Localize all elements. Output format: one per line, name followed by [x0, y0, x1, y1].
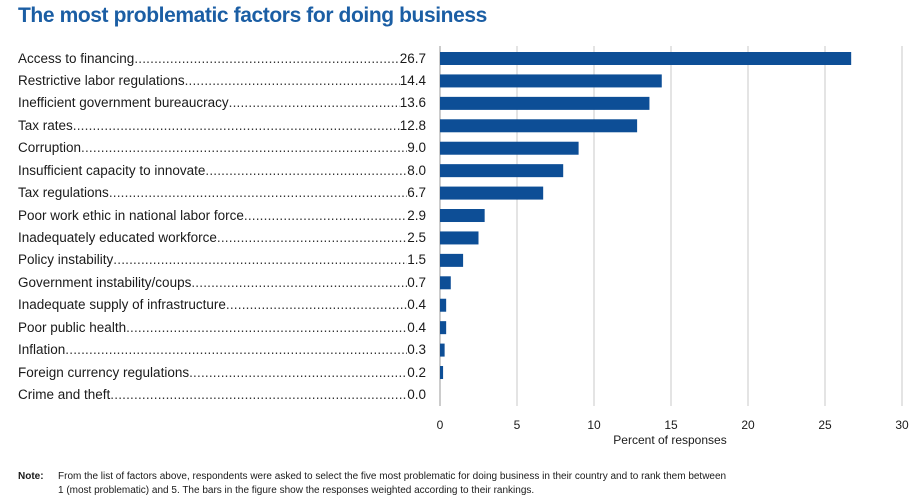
category-label: Poor work ethic in national labor force [18, 207, 244, 223]
category-row: Tax rates...............................… [18, 117, 426, 135]
category-label: Tax rates [18, 117, 73, 133]
category-label: Corruption [18, 140, 82, 156]
bar [440, 321, 447, 335]
dot-leader: ........................................… [243, 207, 407, 223]
category-row: Foreign currency regulations............… [18, 364, 426, 382]
value-label: 2.9 [407, 207, 426, 223]
dot-leader: ........................................… [72, 117, 400, 133]
category-row: Crime and theft.........................… [18, 386, 426, 404]
category-row: Poor work ethic in national labor force.… [18, 207, 426, 225]
bar [440, 343, 445, 357]
value-label: 1.5 [407, 252, 426, 268]
note-text-line1: From the list of factors above, responde… [58, 471, 727, 482]
bar-chart: 0 5 10 15 20 25 30 Percent of responses [437, 46, 909, 447]
dot-leader: ........................................… [205, 162, 407, 178]
x-tick-label: 15 [664, 418, 678, 432]
category-row: Government instability/coups............… [18, 274, 426, 292]
value-label: 12.8 [399, 117, 426, 133]
value-label: 8.0 [407, 162, 426, 178]
dot-leader: ........................................… [110, 386, 407, 402]
category-row: Restrictive labor regulations...........… [18, 72, 426, 90]
bar [440, 298, 447, 312]
category-label: Access to financing [18, 50, 135, 66]
value-label: 26.7 [399, 50, 426, 66]
dot-leader: ........................................… [65, 342, 408, 358]
bar [440, 231, 479, 245]
dot-leader: ........................................… [81, 140, 407, 156]
value-label: 14.4 [399, 72, 426, 88]
category-label: Foreign currency regulations [18, 364, 190, 380]
category-row: Inadequately educated workforce.........… [18, 229, 426, 247]
value-label: 0.4 [407, 319, 426, 335]
x-tick-label: 0 [437, 418, 444, 432]
category-label: Inflation [18, 342, 66, 358]
dot-leader: ........................................… [134, 50, 400, 66]
x-axis-label: Percent of responses [613, 433, 726, 447]
x-tick-label: 25 [818, 418, 832, 432]
bar [440, 276, 451, 290]
dot-leader: ........................................… [108, 185, 407, 201]
category-row: Insufficient capacity to innovate.......… [18, 162, 426, 180]
x-tick-label: 5 [514, 418, 521, 432]
note-label: Note: [18, 471, 44, 482]
x-tick-label: 20 [741, 418, 755, 432]
bar [440, 141, 579, 155]
dot-leader: ........................................… [191, 274, 407, 290]
category-label: Inadequately educated workforce [18, 229, 217, 245]
category-label: Inadequate supply of infrastructure [18, 297, 226, 313]
category-row: Corruption..............................… [18, 139, 426, 157]
category-label: Policy instability [18, 252, 114, 268]
value-label: 6.7 [407, 185, 426, 201]
dot-leader: ........................................… [225, 297, 408, 313]
value-label: 0.2 [407, 364, 426, 380]
category-label: Crime and theft [18, 386, 111, 402]
category-label: Government instability/coups [18, 274, 192, 290]
value-label: 0.3 [407, 342, 426, 358]
chart-note: Note: From the list of factors above, res… [18, 470, 898, 498]
bar [440, 209, 485, 223]
category-row: Inflation...............................… [18, 341, 426, 359]
category-row: Access to financing.....................… [18, 50, 426, 68]
bar [440, 96, 650, 110]
category-label: Restrictive labor regulations [18, 72, 185, 88]
category-row: Poor public health......................… [18, 319, 426, 337]
value-label: 0.0 [407, 386, 426, 402]
dot-leader: ........................................… [228, 95, 400, 111]
value-label: 13.6 [399, 95, 426, 111]
category-label: Poor public health [18, 319, 127, 335]
value-label: 0.4 [407, 297, 426, 313]
x-tick-label: 10 [587, 418, 601, 432]
dot-leader: ........................................… [126, 319, 407, 335]
bar [440, 186, 544, 200]
bar [440, 52, 852, 65]
category-label: Tax regulations [18, 185, 109, 201]
value-label: 9.0 [407, 140, 426, 156]
category-row: Inadequate supply of infrastructure.....… [18, 296, 426, 314]
bar [440, 164, 564, 178]
note-text-line2: 1 (most problematic) and 5. The bars in … [58, 485, 535, 496]
value-label: 0.7 [407, 274, 426, 290]
bar [440, 253, 464, 267]
category-label: Inefficient government bureaucracy [18, 95, 229, 111]
bar [440, 119, 638, 133]
category-label: Insufficient capacity to innovate [18, 162, 206, 178]
dot-leader: ........................................… [113, 252, 408, 268]
x-tick-label: 30 [895, 418, 909, 432]
category-row: Inefficient government bureaucracy......… [18, 94, 426, 112]
dot-leader: ........................................… [184, 72, 400, 88]
dot-leader: ........................................… [216, 229, 408, 245]
category-row: Tax regulations.........................… [18, 184, 426, 202]
value-label: 2.5 [407, 229, 426, 245]
bar [440, 366, 444, 380]
category-row: Policy instability......................… [18, 251, 426, 269]
bar [440, 74, 662, 88]
chart-title: The most problematic factors for doing b… [18, 4, 487, 27]
dot-leader: ........................................… [189, 364, 407, 380]
